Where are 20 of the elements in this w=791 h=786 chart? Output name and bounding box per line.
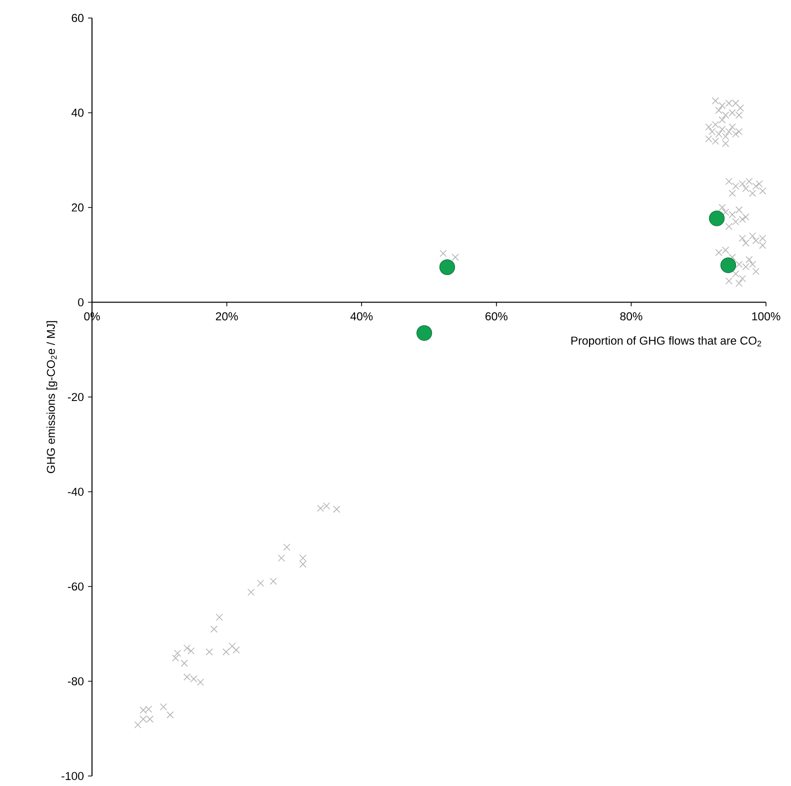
y-tick-label: -80 bbox=[68, 677, 84, 686]
point bbox=[416, 325, 432, 341]
y-tick-label: -100 bbox=[62, 772, 84, 780]
y-axis-title: GHG emissions [g-CO$_{2}$e / MJ] bbox=[46, 321, 58, 474]
y-tick-label: -40 bbox=[68, 488, 84, 496]
point bbox=[720, 257, 736, 274]
y-tick-label: -20 bbox=[68, 392, 84, 402]
y-tick-label: 40 bbox=[72, 108, 84, 117]
point bbox=[439, 259, 456, 275]
x-tick-label: 40% bbox=[350, 312, 373, 320]
y-tick-label: 60 bbox=[72, 14, 84, 22]
x-tick-label: 20% bbox=[216, 312, 238, 320]
y-tick-label: -60 bbox=[68, 582, 84, 591]
point bbox=[709, 210, 725, 226]
x-tick-label: 100% bbox=[752, 312, 780, 320]
y-tick-label: 0 bbox=[78, 298, 84, 306]
x-tick-label: 80% bbox=[620, 312, 642, 320]
x-tick-label: 60% bbox=[486, 312, 508, 320]
y-tick-label: 20 bbox=[72, 203, 84, 212]
x-axis-title: Proportion of GHG flows that are CO$_{2}$ bbox=[571, 336, 762, 347]
